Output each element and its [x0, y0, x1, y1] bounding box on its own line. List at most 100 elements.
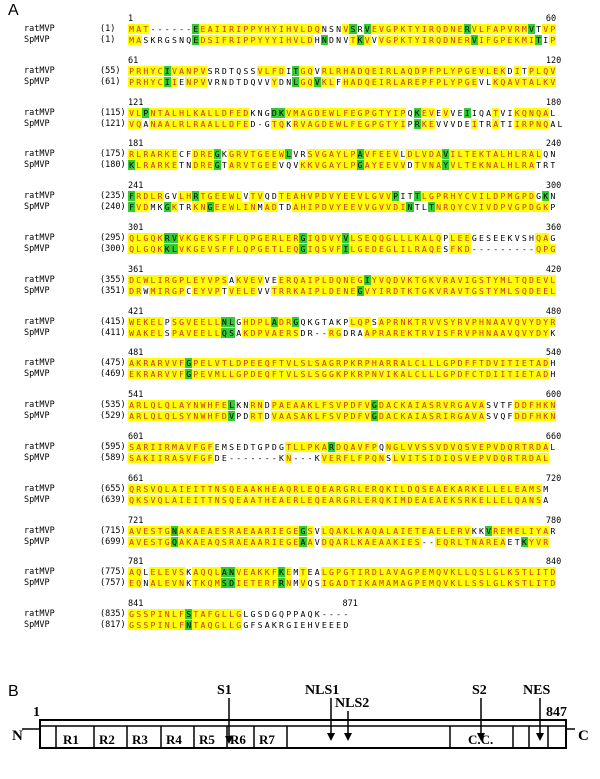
s2-marker: S2	[472, 683, 487, 741]
sequence-start-position: (757)	[100, 578, 126, 589]
sequence-name: ratMVP	[24, 65, 55, 76]
sequence-name: ratMVP	[24, 191, 55, 202]
sequence-start-position: (175)	[100, 149, 126, 160]
ruler-end: 600	[545, 390, 562, 401]
sequence-start-position: (61)	[100, 76, 121, 87]
sequence-name: ratMVP	[24, 24, 55, 34]
sequence-name: ratMVP	[24, 358, 55, 369]
sequence-start-position: (240)	[100, 202, 126, 213]
ruler-end: 300	[545, 181, 562, 192]
ruler-start: 121	[128, 97, 144, 108]
ruler-start: 481	[128, 348, 144, 359]
nls2-label: NLS2	[335, 696, 369, 711]
ruler-end: 540	[545, 348, 562, 359]
ruler-end: 420	[545, 264, 562, 275]
sequence-name: ratMVP	[24, 107, 55, 118]
sequence-start-position: (411)	[100, 327, 126, 338]
ruler-start: 421	[128, 306, 144, 317]
sequence-name: SpMVP	[24, 118, 50, 129]
sequence-name: ratMVP	[24, 274, 55, 285]
sequence-name: SpMVP	[24, 76, 50, 87]
sequence-name: ratMVP	[24, 400, 55, 411]
repeat-label: R6	[230, 732, 246, 747]
sequence-start-position: (355)	[100, 274, 126, 285]
s1-marker: S1	[217, 683, 233, 744]
sequence-start-position: (699)	[100, 536, 126, 547]
sequence-start-position: (55)	[100, 65, 121, 76]
nls2-marker: NLS2	[335, 696, 369, 741]
sequence-start-position: (351)	[100, 285, 126, 296]
sequence-start-position: (835)	[100, 609, 126, 620]
sequence-start-position: (121)	[100, 118, 126, 129]
s1-label: S1	[217, 683, 232, 698]
sequence-name: SpMVP	[24, 411, 50, 422]
ruler-end: 360	[545, 223, 562, 233]
ruler-start: 781	[128, 557, 144, 568]
panel-b-label: B	[8, 683, 19, 700]
ruler-start: 301	[128, 223, 144, 233]
sequence-start-position: (1)	[100, 24, 116, 34]
sequence-start-position: (1)	[100, 35, 116, 45]
nes-label: NES	[523, 683, 550, 698]
n-terminus-label: N	[12, 728, 23, 744]
sequence-name: SpMVP	[24, 35, 50, 45]
sequence-name: SpMVP	[24, 285, 50, 296]
sequence-start-position: (529)	[100, 411, 126, 422]
ruler-start: 601	[128, 432, 144, 442]
ruler-end: 840	[545, 557, 562, 568]
nls1-marker: NLS1	[305, 683, 339, 741]
sequence-name: SpMVP	[24, 620, 50, 631]
sequence-start-position: (415)	[100, 316, 126, 327]
ruler-end: 720	[545, 473, 562, 484]
sequence-name: ratMVP	[24, 149, 55, 160]
panel-a-label: A	[8, 2, 19, 19]
sequence-start-position: (469)	[100, 369, 126, 380]
repeat-label: R1	[63, 732, 79, 747]
ruler-start: 61	[128, 55, 139, 66]
end-residue-label: 847	[546, 705, 567, 720]
ruler-start: 541	[128, 390, 144, 401]
nls1-label: NLS1	[305, 683, 339, 698]
sequence-name: ratMVP	[24, 609, 55, 620]
sequence-name: ratMVP	[24, 525, 55, 536]
sequence-start-position: (295)	[100, 233, 126, 243]
sequence-name: SpMVP	[24, 578, 50, 589]
start-residue-label: 1	[33, 705, 40, 720]
sequence-start-position: (655)	[100, 483, 126, 494]
sequence-start-position: (715)	[100, 525, 126, 536]
sequence-name: SpMVP	[24, 369, 50, 380]
ruler-end: 480	[545, 306, 562, 317]
sequence-start-position: (180)	[100, 160, 126, 171]
ruler-end: 780	[545, 515, 562, 526]
repeat-label: R4	[166, 732, 182, 747]
ruler-end: 871	[342, 599, 358, 610]
sequence-name: ratMVP	[24, 483, 55, 494]
sequence-name: SpMVP	[24, 453, 50, 463]
ruler-end: 120	[545, 55, 562, 66]
repeat-label: R3	[132, 732, 148, 747]
